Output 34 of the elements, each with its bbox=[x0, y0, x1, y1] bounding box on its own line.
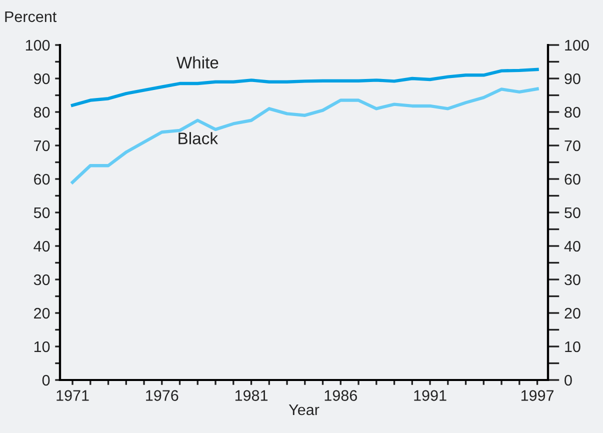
y-tick-label: 0 bbox=[42, 374, 50, 386]
y2-tick-label: 30 bbox=[564, 274, 580, 286]
x-tick-label: 1976 bbox=[146, 390, 178, 401]
x-tick-label: 1971 bbox=[56, 390, 89, 401]
y-tick-label: 50 bbox=[34, 207, 50, 218]
y2-tick-label: 80 bbox=[564, 106, 580, 118]
y-tick-label: 70 bbox=[34, 140, 50, 152]
x-tick-label: 1991 bbox=[414, 390, 446, 401]
y2-tick-label: 70 bbox=[564, 140, 580, 152]
line-series bbox=[70, 68, 539, 107]
x-tick-label: 1997 bbox=[521, 390, 554, 401]
x-tick-label: 1986 bbox=[324, 390, 357, 401]
y2-tick-label: 10 bbox=[565, 341, 580, 352]
x-axis-title: Year bbox=[288, 404, 320, 416]
y-tick-label: 60 bbox=[34, 174, 50, 185]
y-tick-label: 40 bbox=[34, 240, 50, 252]
y-tick-label: 20 bbox=[34, 308, 50, 319]
y-tick-label: 80 bbox=[34, 106, 50, 118]
y2-tick-label: 60 bbox=[564, 174, 580, 185]
series-label: Black bbox=[178, 132, 218, 144]
y-axis-title: Percent bbox=[5, 11, 57, 22]
series-label: White bbox=[176, 56, 218, 69]
y2-tick-label: 90 bbox=[564, 73, 580, 84]
y2-tick-label: 100 bbox=[565, 40, 589, 51]
line-series bbox=[70, 87, 539, 184]
y-tick-label: 10 bbox=[34, 341, 50, 352]
y-tick-label: 90 bbox=[34, 73, 50, 84]
y2-tick-label: 0 bbox=[564, 374, 572, 386]
y-tick-label: 30 bbox=[34, 274, 50, 286]
y-tick-label: 100 bbox=[26, 40, 50, 51]
x-tick-label: 1981 bbox=[235, 390, 268, 401]
y2-tick-label: 40 bbox=[564, 240, 580, 252]
y2-tick-label: 20 bbox=[564, 308, 580, 319]
y2-tick-label: 50 bbox=[564, 207, 580, 218]
